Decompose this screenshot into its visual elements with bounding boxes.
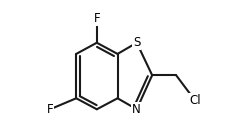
Text: F: F: [93, 12, 100, 25]
Text: S: S: [133, 36, 140, 49]
Text: F: F: [47, 103, 53, 116]
Text: N: N: [132, 103, 141, 116]
Text: Cl: Cl: [189, 94, 201, 107]
